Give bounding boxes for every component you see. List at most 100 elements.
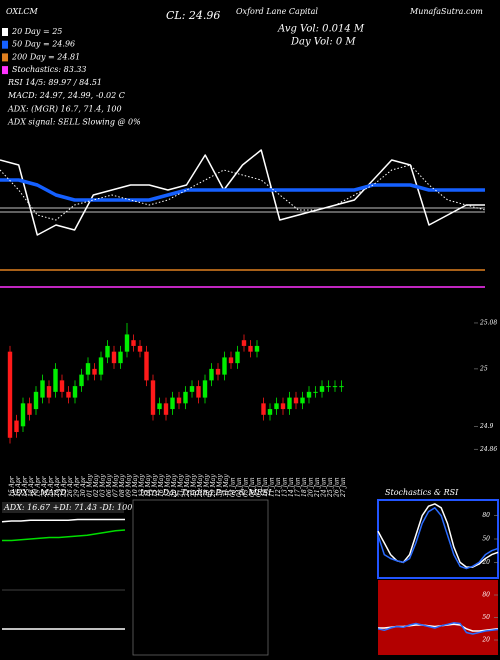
candle-body (79, 374, 84, 387)
y-tick-label: 24.9 (479, 423, 494, 430)
x-tick-label: 20 May (171, 474, 178, 498)
x-tick-label: 10 May (132, 474, 139, 497)
x-tick-label: 14 May (145, 474, 152, 497)
x-tick-label: 04 Jun (236, 477, 243, 497)
x-tick-label: 06 Jun (249, 477, 256, 497)
x-tick-label: 11 Jun (269, 477, 276, 497)
y-tick-label: 20 (481, 637, 490, 644)
adx-values: ADX: 16.67 +DI: 71.43 -DI: 100 (3, 503, 132, 512)
candle-body (144, 351, 149, 381)
candle-body (131, 340, 136, 346)
x-tick-label: 24 Jun (321, 477, 328, 498)
day-vol: Day Vol: 0 M (290, 37, 356, 48)
x-tick-label: 25 Apr (61, 475, 68, 498)
candle-body (189, 386, 195, 392)
candle-body (183, 391, 188, 404)
site: MunafaSutra.com (409, 7, 483, 16)
candle-body (306, 391, 312, 398)
x-tick-label: 26 Jun (334, 477, 341, 498)
series-line (377, 507, 499, 570)
legend-label: Stochastics: 83.33 (12, 65, 87, 74)
x-tick-label: 30 Apr (80, 475, 87, 497)
candle-body (287, 397, 292, 410)
x-tick-label: 20 Jun (308, 477, 315, 498)
x-tick-label: 19 Apr (35, 475, 42, 497)
x-tick-label: 14 Jun (288, 477, 295, 497)
panel-title: ADX & MACD (9, 488, 67, 497)
candle-body (53, 368, 58, 392)
series-line (377, 503, 499, 568)
candle-body (248, 345, 253, 352)
candle-body (170, 397, 175, 410)
close-label: CL: 24.96 (166, 9, 220, 22)
x-tick-label: 23 May (191, 474, 198, 498)
x-tick-label: 28 May (204, 474, 211, 498)
x-tick-label: 05 Jun (243, 477, 250, 497)
candle-body (326, 386, 331, 388)
company-name: Oxford Lane Capital (236, 7, 318, 16)
candle-body (163, 403, 169, 415)
x-tick-label: 07 Jun (256, 477, 263, 497)
legend-swatch (2, 66, 8, 75)
series-line (0, 164, 486, 221)
candle-body (196, 386, 201, 398)
x-tick-label: 09 May (126, 474, 133, 497)
y-tick-label: 80 (482, 512, 490, 519)
y-tick-label: 50 (482, 614, 490, 621)
x-tick-label: 16 Apr (15, 475, 22, 497)
x-tick-label: 10 Jun (262, 477, 269, 497)
candle-body (92, 368, 97, 375)
y-tick-label: 80 (482, 592, 490, 599)
x-tick-label: 26 Apr (67, 475, 74, 498)
candle-body (300, 397, 305, 404)
candle-body (150, 380, 156, 415)
x-tick-label: 17 May (165, 474, 172, 497)
x-tick-label: 03 May (100, 474, 107, 497)
series-line (0, 149, 485, 236)
x-tick-label: 24 May (197, 474, 204, 498)
y-tick-label: 50 (482, 536, 490, 543)
x-tick-label: 13 May (139, 474, 146, 497)
candle-body (33, 391, 39, 410)
x-tick-label: 17 Jun (295, 477, 302, 497)
panel-title: Stochastics & RSI (385, 488, 459, 497)
candle-body (137, 345, 143, 352)
legend-swatch (2, 53, 8, 62)
candle-body (209, 368, 214, 381)
candle-body (157, 403, 162, 410)
x-tick-label: 22 Apr (41, 475, 48, 498)
x-tick-label: 27 Jun (340, 477, 347, 498)
x-tick-label: 22 May (184, 474, 191, 498)
candle-body (72, 386, 78, 398)
candle-body (235, 351, 240, 364)
candle-body (241, 340, 247, 346)
candle-body (254, 345, 260, 352)
y-tick-label: 24.86 (479, 446, 497, 453)
panel-bg (378, 580, 498, 655)
x-tick-label: 06 May (106, 474, 113, 497)
panel-title: Intra Day Trading Price & MRSI (139, 488, 272, 497)
x-tick-label: 29 Apr (74, 475, 81, 498)
x-tick-label: 08 May (119, 474, 126, 497)
x-tick-label: 31 May (223, 474, 230, 497)
candle-body (20, 403, 26, 427)
legend-label: 200 Day = 24.81 (11, 52, 80, 61)
candle-body (176, 397, 182, 404)
candle-body (339, 386, 344, 388)
series-line (2, 529, 126, 542)
y-tick-label: 25 (479, 365, 488, 372)
x-tick-label: 18 Jun (301, 477, 308, 497)
x-tick-label: 15 May (152, 474, 159, 497)
x-tick-label: 21 May (178, 474, 185, 498)
candle-body (105, 345, 110, 358)
indicator-text: ADX signal: SELL Slowing @ 0% (7, 118, 141, 127)
candle-body (267, 409, 273, 415)
candle-body (40, 380, 45, 398)
x-tick-label: 24 Apr (54, 475, 61, 498)
x-tick-label: 15 Apr (9, 475, 16, 497)
panel-frame (132, 499, 269, 656)
indicator-text: RSI 14/5: 89.97 / 84.51 (7, 78, 102, 87)
series-line (0, 178, 485, 202)
candle-body (280, 403, 286, 410)
